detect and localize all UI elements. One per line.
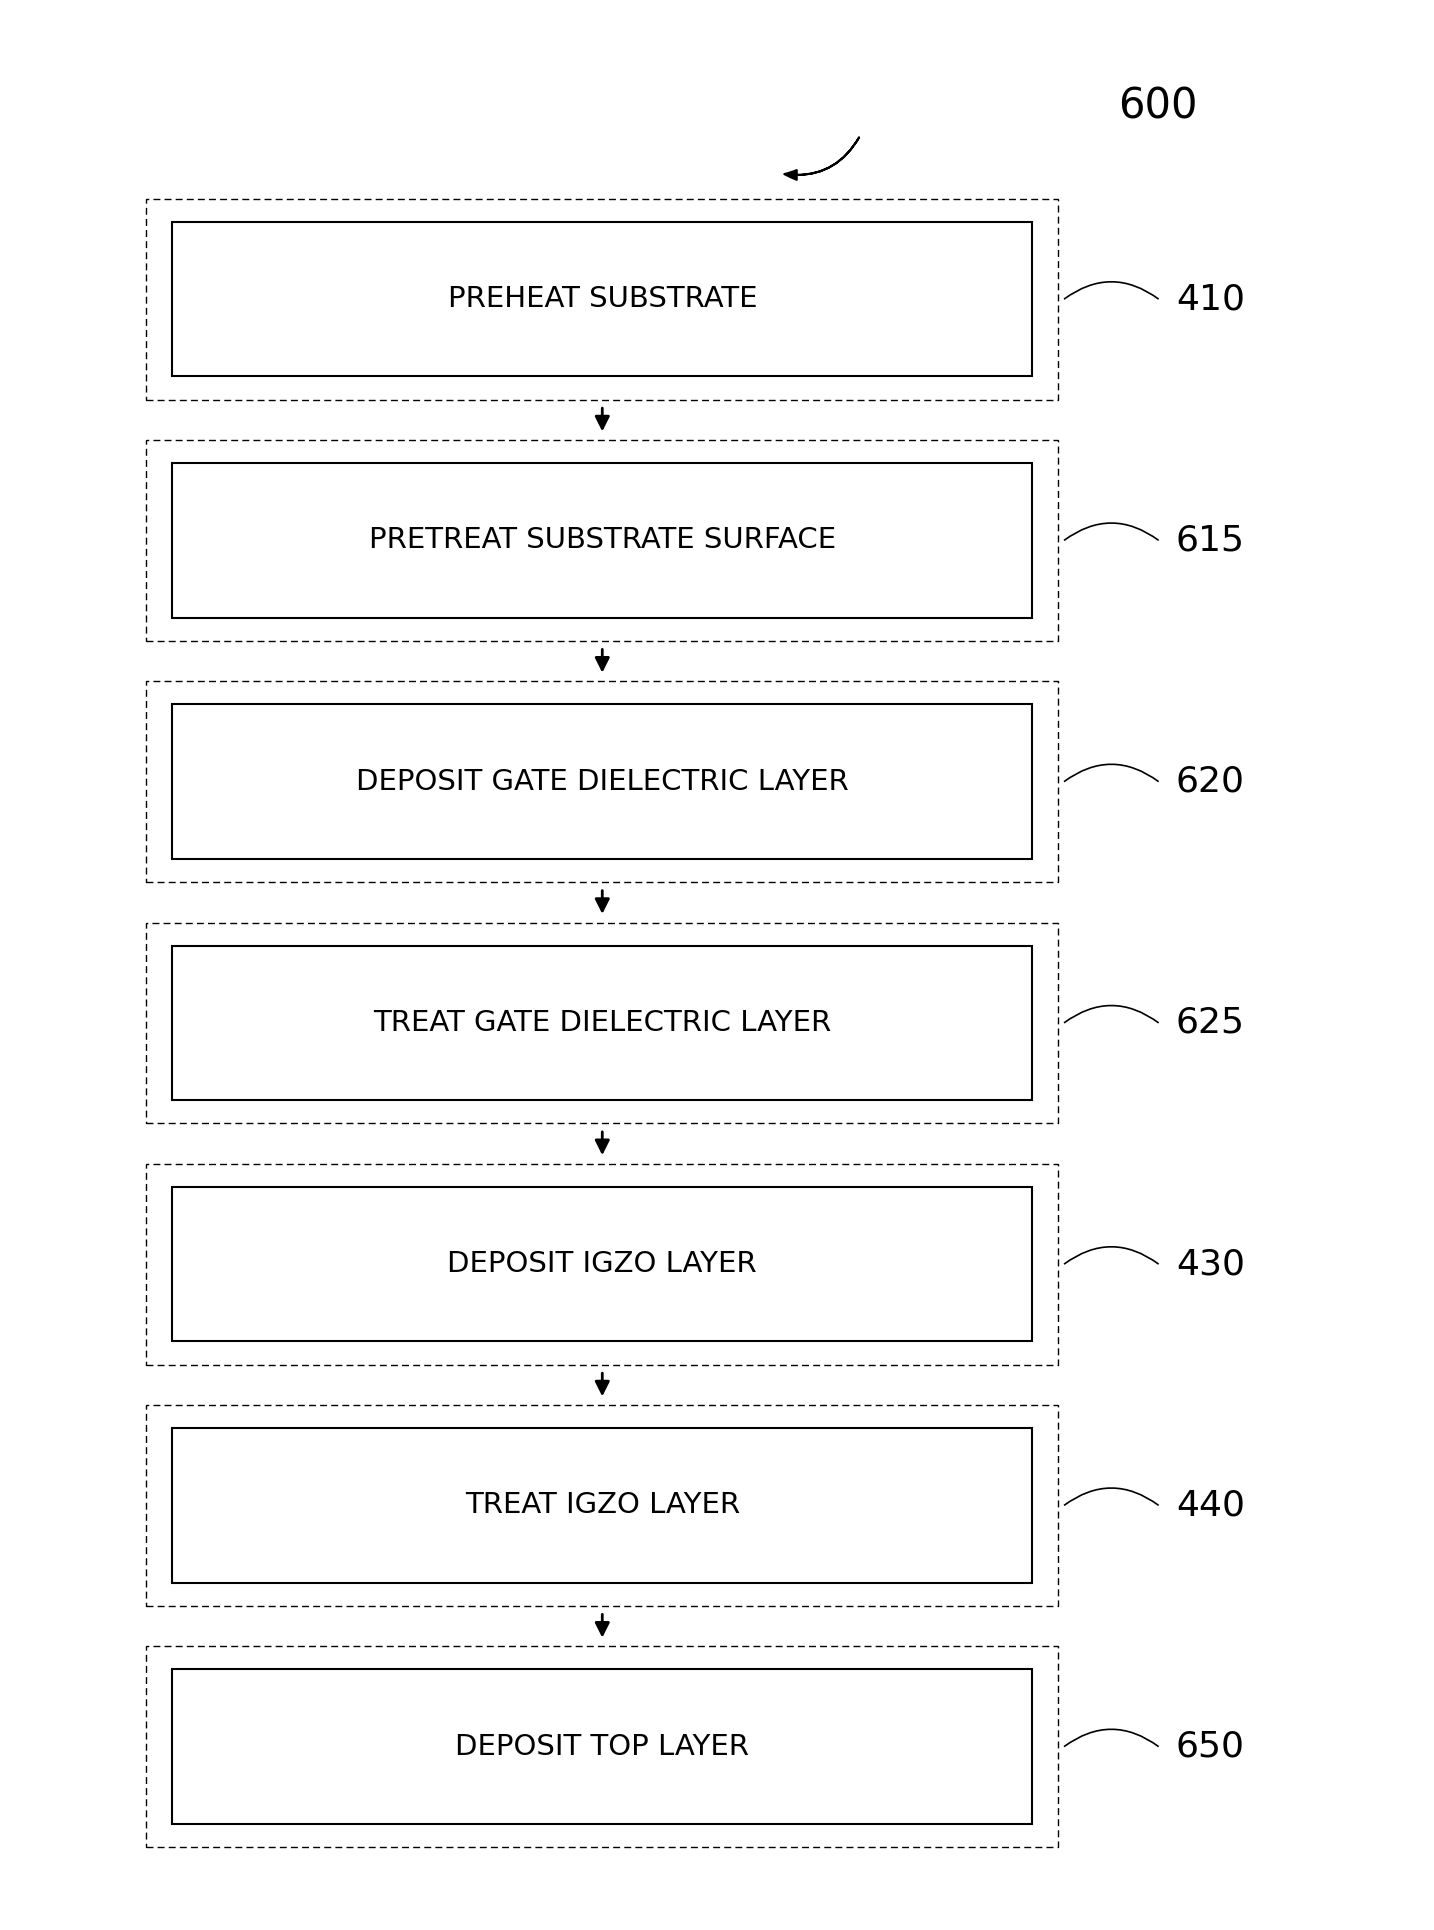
Bar — [172, 1669, 1032, 1824]
Text: 410: 410 — [1176, 282, 1245, 317]
Text: 650: 650 — [1176, 1729, 1245, 1764]
Bar — [146, 1164, 1058, 1365]
Bar — [146, 1405, 1058, 1606]
Bar — [172, 704, 1032, 859]
Bar — [146, 1646, 1058, 1847]
Bar — [172, 946, 1032, 1100]
Text: 615: 615 — [1176, 523, 1245, 558]
Text: DEPOSIT GATE DIELECTRIC LAYER: DEPOSIT GATE DIELECTRIC LAYER — [356, 768, 849, 795]
Bar — [172, 1428, 1032, 1583]
Bar — [172, 222, 1032, 376]
Text: DEPOSIT TOP LAYER: DEPOSIT TOP LAYER — [455, 1733, 750, 1760]
Text: PRETREAT SUBSTRATE SURFACE: PRETREAT SUBSTRATE SURFACE — [369, 527, 836, 554]
Bar — [146, 440, 1058, 641]
Text: 430: 430 — [1176, 1247, 1245, 1282]
Text: 625: 625 — [1176, 1006, 1245, 1040]
Bar — [146, 681, 1058, 882]
Text: TREAT IGZO LAYER: TREAT IGZO LAYER — [465, 1492, 740, 1519]
Bar — [172, 1187, 1032, 1341]
Bar — [146, 923, 1058, 1123]
Bar — [172, 463, 1032, 618]
Text: TREAT GATE DIELECTRIC LAYER: TREAT GATE DIELECTRIC LAYER — [373, 1009, 832, 1036]
Text: 600: 600 — [1119, 85, 1197, 127]
Bar — [146, 199, 1058, 400]
Text: 440: 440 — [1176, 1488, 1245, 1523]
FancyArrowPatch shape — [784, 137, 859, 179]
Text: DEPOSIT IGZO LAYER: DEPOSIT IGZO LAYER — [447, 1251, 757, 1278]
Text: 620: 620 — [1176, 764, 1245, 799]
Text: PREHEAT SUBSTRATE: PREHEAT SUBSTRATE — [447, 286, 757, 313]
